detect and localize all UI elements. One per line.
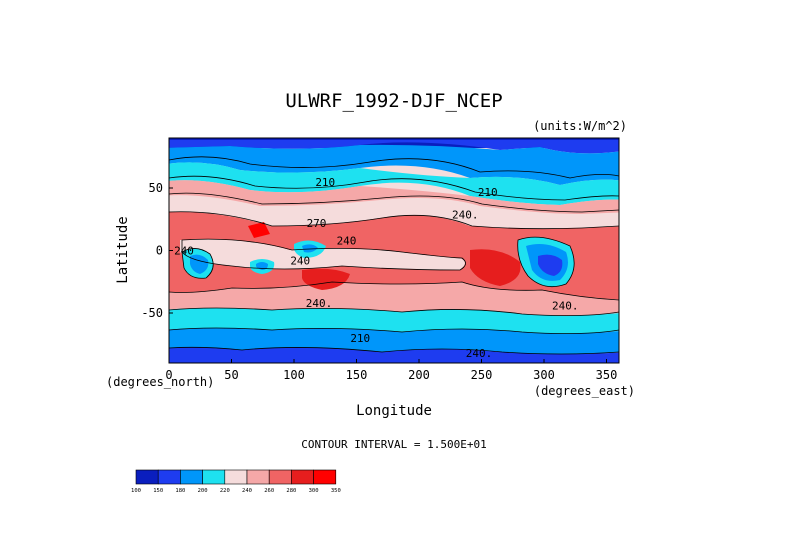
contour-line (169, 327, 619, 334)
x-axis-ticks: 0 50 100 150 200 250 300 350 (165, 359, 617, 382)
contour-label: 240 (290, 255, 310, 268)
contour-label: 270 (307, 217, 327, 230)
units-label: (units:W/m^2) (533, 119, 627, 133)
contour-line (169, 175, 619, 201)
contour-label: 210 (315, 176, 335, 189)
colorbar-label: 150 (153, 488, 163, 494)
contour-labels: 210 210 240. 270 240 240 240 240. 240. 210 240. (174, 176, 578, 360)
contour-line (169, 346, 619, 355)
x-tick-label: 0 (165, 368, 172, 382)
x-axis-label: Longitude (356, 403, 432, 419)
colorbar-label: 350 (331, 488, 341, 494)
colorbar-label: 260 (264, 488, 274, 494)
y-tick-label: 50 (149, 181, 163, 195)
contour-line (181, 238, 466, 271)
colorbar-label: 180 (175, 488, 185, 494)
y-axis-label: Latitude (115, 216, 131, 283)
band-north-deep (169, 140, 619, 154)
y-tick-label: 0 (156, 244, 163, 258)
colorbar-label: 300 (309, 488, 319, 494)
sahara-max (248, 222, 270, 238)
contour-line (169, 192, 619, 213)
band-north-blue (169, 144, 619, 185)
x-unit-label: (degrees_east) (534, 384, 635, 398)
band-north-pole (169, 138, 619, 148)
band-north-cyan (169, 162, 619, 205)
contour-line (517, 236, 575, 288)
contour-line (181, 248, 214, 279)
colorbar-swatch (224, 469, 248, 485)
x-tick-label: 150 (346, 368, 368, 382)
contour-label: 240 (174, 245, 194, 258)
band-south-pink (169, 282, 619, 316)
contour-lines (169, 156, 619, 355)
contour-label: 240. (452, 208, 479, 221)
x-tick-label: 100 (283, 368, 305, 382)
contour-label: 210 (478, 186, 498, 199)
contour-interval-label: CONTOUR INTERVAL = 1.500E+01 (301, 438, 486, 451)
amazon-core (538, 254, 563, 276)
colorbar-swatch (313, 469, 337, 485)
y-unit-label: (degrees_north) (106, 375, 214, 389)
band-south-pole (169, 347, 619, 363)
x-tick-label: 50 (224, 368, 238, 382)
colorbar-label: 280 (286, 488, 296, 494)
contour-line (169, 156, 619, 179)
x-tick-label: 200 (408, 368, 430, 382)
contour-line (169, 211, 619, 230)
contour-label: 210 (350, 332, 370, 345)
x-tick-label: 300 (533, 368, 555, 382)
colorbar-swatch (135, 469, 159, 485)
colorbar-label: 200 (198, 488, 208, 494)
band-south-cyan (169, 308, 619, 334)
colorbar-label: 240 (242, 488, 252, 494)
contour-label: 240. (466, 347, 493, 360)
colorbar-swatch (157, 469, 181, 485)
y-tick-label: -50 (141, 306, 163, 320)
colorbar-label: 100 (131, 488, 141, 494)
colorbar-swatch (246, 469, 270, 485)
colorbar-swatch (202, 469, 226, 485)
field-layer (169, 138, 619, 363)
x-tick-label: 250 (471, 368, 493, 382)
colorbar-swatch (291, 469, 314, 485)
colorbar: 100 150 180 200 220 240 260 280 300 350 (131, 469, 341, 494)
contour-line (169, 281, 619, 301)
contour-label: 240. (306, 297, 333, 310)
contour-label: 240. (552, 300, 579, 313)
contour-label: 240 (337, 235, 357, 248)
colorbar-swatch (180, 469, 203, 485)
y-axis-ticks: -50 0 50 (141, 181, 173, 320)
field-bands (169, 138, 619, 363)
x-tick-label: 350 (596, 368, 618, 382)
contour-line (169, 307, 619, 316)
chart-title: ULWRF_1992-DJF_NCEP (285, 90, 502, 112)
south-pacific-max (470, 249, 521, 286)
colorbar-swatch (268, 469, 292, 485)
colorbar-label: 220 (220, 488, 230, 494)
indonesia-core (256, 244, 318, 270)
